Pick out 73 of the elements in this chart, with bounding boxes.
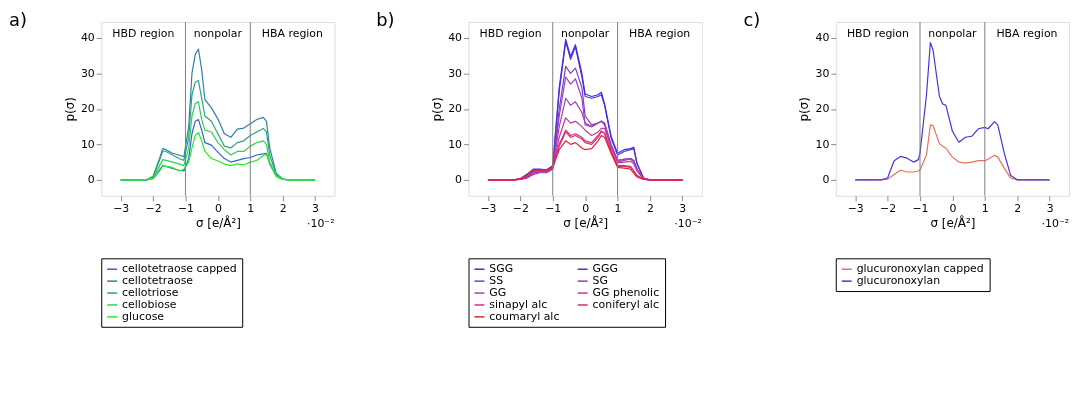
annotation: HBD region [112,26,175,40]
legend-label: GG phenolic [592,286,660,300]
x-tick-label: −1 [545,202,562,216]
y-tick-label: 30 [815,66,830,80]
chart-title: a) [8,8,27,30]
legend-label: cellotriose [122,286,179,300]
x-tick-label: 3 [312,202,320,216]
legend-label: SGG [489,262,514,276]
legend-label: glucuronoxylan capped [856,262,984,276]
y-tick-label: 30 [80,66,95,80]
legend-label: coumaryl alc [489,309,560,323]
x-tick-label: −2 [512,202,529,216]
legend-label: GG [489,286,507,300]
x-tick-label: 3 [1046,202,1054,216]
text: ·10⁻² [1041,216,1070,230]
y-tick-label: 40 [448,31,463,45]
x-tick-label: −1 [177,202,195,216]
y-tick-label: 10 [815,137,830,151]
x-tick-label: 0 [214,202,222,216]
chart-title: c) [743,8,761,30]
annotation: nonpolar [928,26,978,40]
x-axis-title: σ [e/Å²] [563,215,609,231]
legend-label: cellotetraose [122,274,194,288]
annotation: HBD region [846,26,909,40]
x-tick-label: 0 [582,202,590,216]
x-axis-title: σ [e/Å²] [930,215,976,231]
x-tick-label: −2 [880,202,897,216]
chart-title: b) [376,8,395,30]
x-tick-label: −3 [113,202,130,216]
y-axis-title: p(σ) [797,97,812,122]
legend-label: cellotetraose capped [122,262,237,276]
x-axis-title: σ [e/Å²] [195,215,241,231]
text: ·10⁻² [674,216,702,230]
annotation: HBA region [996,26,1058,40]
x-tick-label: 2 [1014,202,1022,216]
annotation: nonpolar [193,26,243,40]
legend-label: cellobiose [122,297,177,311]
x-tick-label: −3 [480,202,497,216]
y-axis-title: p(σ) [430,97,445,122]
legend-label: sinapyl alc [489,297,548,311]
y-tick-label: 20 [448,102,463,116]
legend-label: glucuronoxylan [856,274,941,288]
y-tick-label: 40 [815,31,830,45]
y-tick-label: 20 [80,102,95,116]
y-tick-label: 0 [822,173,830,187]
x-tick-label: −3 [847,202,864,216]
annotation: HBA region [261,26,323,40]
x-tick-label: 2 [279,202,287,216]
x-tick-label: 1 [981,202,989,216]
y-tick-label: 20 [815,102,830,116]
annotation: HBD region [479,26,542,40]
legend-label: GGG [592,262,618,276]
y-tick-label: 30 [448,66,463,80]
x-tick-label: 3 [679,202,687,216]
x-tick-label: 1 [247,202,255,216]
x-tick-label: −2 [145,202,162,216]
text: ·10⁻² [307,216,335,230]
x-tick-label: 1 [614,202,622,216]
y-tick-label: 0 [87,173,95,187]
y-tick-label: 40 [80,31,95,45]
y-axis-title: p(σ) [62,97,77,122]
x-tick-label: 2 [646,202,654,216]
annotation: HBA region [629,26,691,40]
y-tick-label: 10 [448,137,463,151]
legend-label: glucose [122,309,165,323]
y-tick-label: 0 [455,173,463,187]
legend-label: SG [592,274,608,288]
x-tick-label: 0 [949,202,957,216]
x-tick-label: −1 [912,202,929,216]
legend-label: SS [489,274,504,288]
legend-label: coniferyl alc [592,297,659,311]
y-tick-label: 10 [80,137,95,151]
annotation: nonpolar [561,26,610,40]
